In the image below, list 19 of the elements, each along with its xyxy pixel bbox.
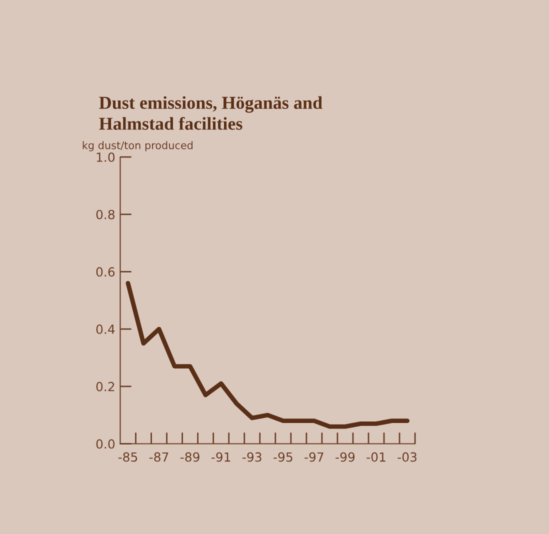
y-axis-title: kg dust/ton produced [82,141,193,152]
y-tick-label: 0.2 [96,382,114,392]
x-tick-label: -95 [274,452,292,462]
x-tick-label: -93 [242,452,262,462]
x-tick-label: -85 [118,452,138,462]
y-tick-label: 0.0 [96,439,115,449]
x-tick-label: -01 [366,452,386,462]
y-tick-label: 0.8 [96,210,115,220]
y-tick-label: 1.0 [96,152,115,162]
x-tick-label: -87 [149,452,168,462]
x-tick-label: -97 [304,452,324,462]
x-tick-label: -03 [398,452,416,462]
chart-title: Dust emissions, Höganäs and Halmstad facilities [99,96,322,130]
x-tick-label: -99 [336,452,355,462]
y-tick-label: 0.4 [96,324,115,334]
x-tick-label: -89 [180,452,200,462]
line-series [126,280,410,429]
y-tick-label: 0.6 [96,267,115,277]
x-tick-label: -91 [211,452,230,462]
